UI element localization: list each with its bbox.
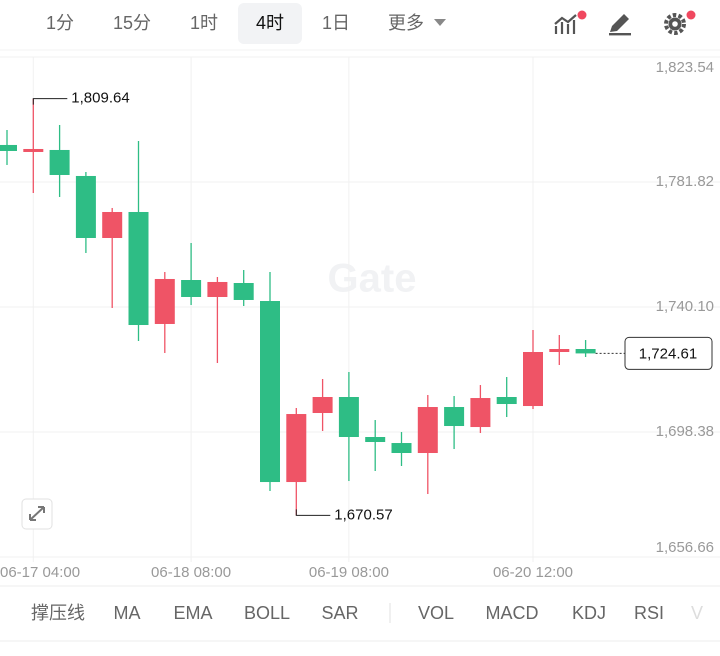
expand-button[interactable] — [21, 498, 53, 530]
dropdown-arrow[interactable] — [434, 19, 446, 26]
indicator-tab[interactable]: KDJ — [572, 603, 606, 623]
indicator-tab[interactable]: BOLL — [244, 603, 290, 623]
min-label: 1,670.57 — [334, 506, 392, 523]
timeframe-tab[interactable]: 1日 — [322, 13, 350, 33]
selected-tab-bg — [238, 3, 302, 44]
timeframe-tab[interactable]: 15分 — [113, 13, 151, 33]
candle-body — [470, 398, 491, 428]
indicator-tab[interactable]: MA — [114, 603, 141, 623]
candle-body — [102, 211, 123, 238]
last-price-label: 1,724.61 — [639, 345, 697, 362]
indicator-tab[interactable]: RSI — [634, 603, 664, 623]
timeframe-tab[interactable]: 更多 — [388, 13, 424, 33]
candle-body — [549, 349, 570, 353]
x-tick-label: 06-17 04:00 — [0, 564, 80, 581]
candle-body — [49, 149, 70, 175]
candle-body — [575, 349, 596, 354]
last-price-box — [624, 336, 713, 370]
indicator-tab[interactable]: 撑压线 — [31, 603, 85, 623]
y-tick-label: 1,823.54 — [656, 59, 714, 76]
draw-icon[interactable] — [609, 14, 631, 36]
watermark: Gate — [328, 257, 417, 301]
x-tick-label: 06-20 12:00 — [493, 564, 573, 581]
indicator-tab[interactable]: VOL — [418, 603, 454, 623]
timeframe-tab[interactable]: 1分 — [46, 13, 74, 33]
settings-icon[interactable] — [664, 10, 696, 35]
y-tick-label: 1,656.66 — [656, 539, 714, 556]
candle-body — [0, 144, 17, 151]
y-tick-label: 1,781.82 — [656, 173, 714, 190]
candle-body — [233, 283, 254, 300]
x-tick-label: 06-18 08:00 — [151, 564, 231, 581]
indicator-tab[interactable]: EMA — [173, 603, 212, 623]
candle-body — [496, 397, 517, 405]
candle-body — [312, 397, 333, 414]
candle-body — [523, 352, 543, 407]
timeframe-tab[interactable]: 1时 — [190, 13, 218, 33]
min-connector — [295, 509, 331, 516]
candle-body — [128, 211, 149, 326]
candle-body — [207, 281, 228, 297]
y-tick-label: 1,740.10 — [656, 298, 714, 315]
candle-body — [417, 407, 438, 454]
candle-body — [154, 278, 175, 324]
indicator-tab[interactable]: V — [691, 603, 703, 623]
candle-body — [260, 301, 280, 483]
candle-body — [181, 280, 202, 297]
y-tick-label: 1,698.38 — [656, 423, 714, 440]
indicator-tab[interactable]: MACD — [486, 603, 539, 623]
candle-body — [338, 397, 359, 438]
candle-body — [365, 437, 386, 443]
indicator-icon[interactable] — [554, 10, 587, 35]
candle-body — [444, 407, 465, 427]
candle-body — [75, 175, 96, 238]
plot-area: Gate 1,656.66 1,698.38 1,740.10 1,781.82 1,82… — [0, 56, 720, 581]
candle-body — [391, 443, 412, 454]
candle-body — [286, 414, 307, 483]
candle-body — [23, 148, 44, 152]
timeframe-tab[interactable]: 4时 — [256, 13, 284, 33]
x-tick-label: 06-19 08:00 — [309, 564, 389, 581]
indicator-tab[interactable]: SAR — [321, 603, 358, 623]
max-connector — [32, 98, 68, 105]
max-label: 1,809.64 — [71, 90, 129, 107]
